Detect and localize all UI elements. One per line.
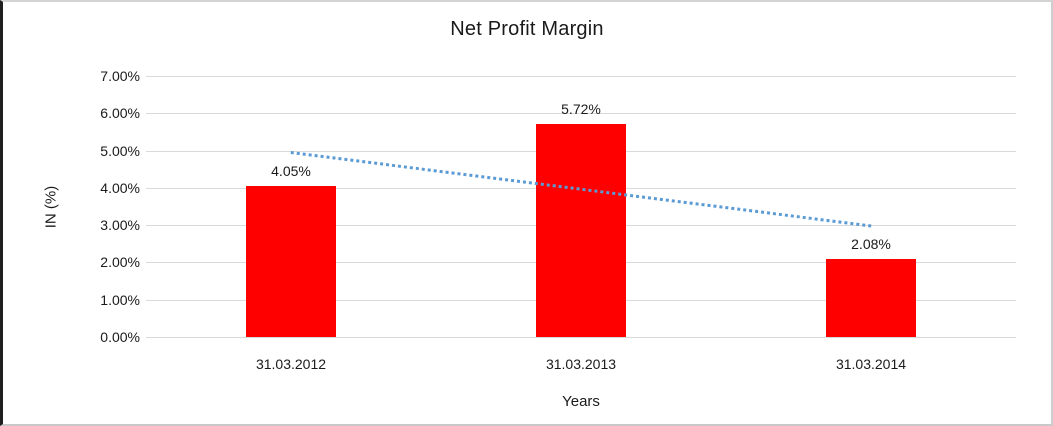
y-tick-label: 6.00% xyxy=(100,105,140,122)
y-tick-label: 4.00% xyxy=(100,179,140,196)
y-tick-label: 0.00% xyxy=(100,329,140,345)
gridline-6.00% xyxy=(146,113,1016,115)
x-tick-label: 31.03.2013 xyxy=(545,356,617,372)
chart-title: Net Profit Margin xyxy=(450,18,604,40)
x-axis-title: Years xyxy=(562,393,600,410)
bar-31.03.2012 xyxy=(246,185,336,337)
y-tick-label: 1.00% xyxy=(100,291,140,308)
x-tick-label: 31.03.2014 xyxy=(835,356,907,372)
plot-area: 4.05% 5.72% 2.08% xyxy=(146,76,1016,338)
x-tick-label: 31.03.2012 xyxy=(255,356,327,372)
bar-value-label: 5.72% xyxy=(561,100,601,117)
y-tick-label: 2.00% xyxy=(100,254,140,271)
bar-value-label: 2.08% xyxy=(851,236,891,253)
y-axis-tick-labels: 0.00% 1.00% 2.00% 3.00% 4.00% 5.00% 6.00% 7.00% xyxy=(3,2,140,424)
y-tick-label: 5.00% xyxy=(100,142,140,159)
bar-value-label: 4.05% xyxy=(271,162,311,179)
y-tick-label: 3.00% xyxy=(100,217,140,234)
bar-31.03.2013 xyxy=(536,123,626,337)
gridline-0.00% xyxy=(146,337,1016,338)
y-tick-label: 7.00% xyxy=(100,68,140,84)
x-axis-tick-labels: 31.03.2012 31.03.2013 31.03.2014 xyxy=(146,354,1016,376)
bar-31.03.2014 xyxy=(826,259,916,337)
gridline-7.00% xyxy=(146,76,1016,77)
